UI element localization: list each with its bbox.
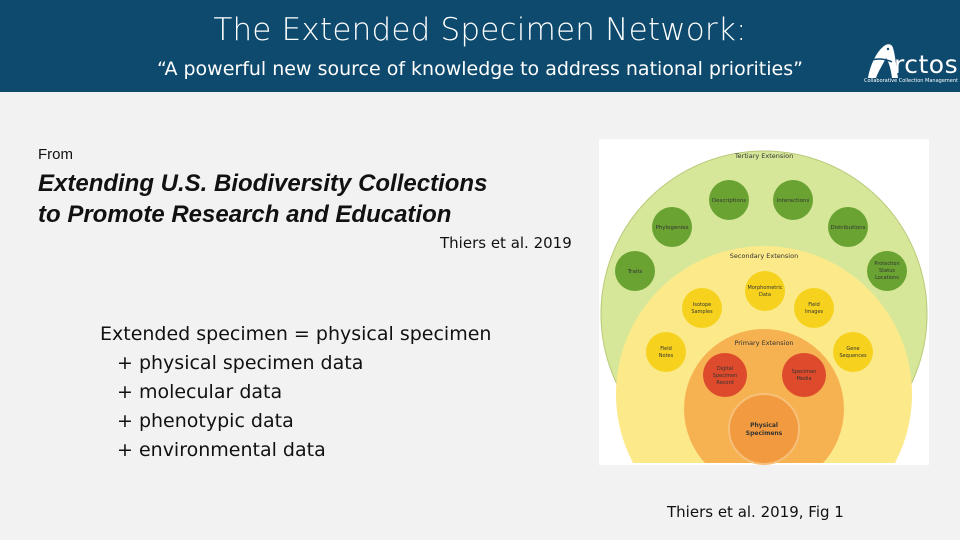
node-specimen-media: Specimen Media — [782, 353, 826, 397]
secondary-label: Secondary Extension — [730, 252, 798, 260]
node-distributions: Distributions — [828, 207, 868, 247]
node-descriptions: Descriptions — [709, 180, 749, 220]
slide-title: The Extended Specimen Network: — [213, 12, 747, 48]
node-field-images: Field Images — [794, 288, 834, 328]
svg-text:Physical: Physical — [750, 422, 778, 429]
svg-text:Record: Record — [716, 380, 733, 386]
logo-tagline: Collaborative Collection Management — [864, 78, 958, 84]
svg-text:Field: Field — [660, 346, 672, 352]
node-traits: Traits — [615, 251, 655, 291]
logo-wordmark: rctos — [894, 50, 959, 79]
definition-line: Extended specimen = physical specimen — [100, 323, 492, 345]
extended-specimen-diagram: Tertiary Extension Secondary Extension P… — [599, 139, 929, 540]
svg-text:Traits: Traits — [627, 269, 643, 275]
svg-text:Data: Data — [759, 292, 771, 298]
book-title-line1: Extending U.S. Biodiversity Collections — [38, 170, 488, 197]
node-interactions: Interactions — [773, 180, 813, 220]
book-title-line2: to Promote Research and Education — [38, 201, 452, 228]
definition-line: + physical specimen data — [117, 352, 364, 374]
tertiary-label: Tertiary Extension — [734, 152, 793, 160]
node-morphometric-data: Morphometric Data — [745, 271, 785, 311]
definition-line: + molecular data — [117, 381, 283, 403]
svg-text:Locations: Locations — [875, 275, 899, 281]
svg-text:Phylogenies: Phylogenies — [655, 225, 688, 231]
figure-citation: Thiers et al. 2019, Fig 1 — [667, 503, 844, 521]
definition-line: + environmental data — [117, 439, 326, 461]
svg-text:Protection: Protection — [874, 261, 899, 267]
svg-text:Media: Media — [796, 376, 811, 382]
polar-bear-icon — [868, 44, 898, 78]
node-field-notes: Field Notes — [646, 332, 686, 372]
svg-text:Specimen: Specimen — [713, 373, 738, 379]
svg-text:Morphometric: Morphometric — [748, 285, 783, 291]
svg-text:Isotope: Isotope — [693, 302, 711, 308]
svg-text:Interactions: Interactions — [777, 198, 810, 204]
citation: Thiers et al. 2019 — [440, 234, 572, 252]
svg-text:Specimen: Specimen — [792, 369, 817, 375]
header-bar: The Extended Specimen Network: “A powerf… — [0, 0, 960, 92]
node-isotope-samples: Isotope Samples — [682, 288, 722, 328]
svg-text:Status: Status — [879, 268, 895, 274]
svg-text:Images: Images — [805, 309, 824, 315]
slide-subtitle: “A powerful new source of knowledge to a… — [157, 58, 803, 80]
node-gene-sequences: Gene Sequences — [833, 332, 873, 372]
node-protection-status-locations: Protection Status Locations — [867, 251, 907, 291]
book-title: Extending U.S. Biodiversity Collections … — [38, 168, 598, 230]
svg-text:Field: Field — [808, 302, 820, 308]
from-label: From — [38, 146, 73, 163]
svg-text:Sequences: Sequences — [839, 353, 867, 359]
svg-text:Specimens: Specimens — [746, 430, 783, 437]
svg-text:Samples: Samples — [691, 309, 713, 315]
svg-text:Digital: Digital — [717, 366, 733, 372]
svg-text:Gene: Gene — [846, 346, 859, 352]
svg-text:Distributions: Distributions — [831, 225, 866, 231]
definition-line: + phenotypic data — [117, 410, 294, 432]
definition-block: Extended specimen = physical specimen + … — [100, 320, 491, 465]
svg-text:Notes: Notes — [659, 353, 674, 359]
svg-text:Descriptions: Descriptions — [712, 198, 746, 204]
node-digital-specimen-record: Digital Specimen Record — [703, 353, 747, 397]
primary-label: Primary Extension — [734, 339, 793, 347]
node-phylogenies: Phylogenies — [652, 207, 692, 247]
node-physical-specimens: Physical Specimens — [728, 393, 800, 465]
